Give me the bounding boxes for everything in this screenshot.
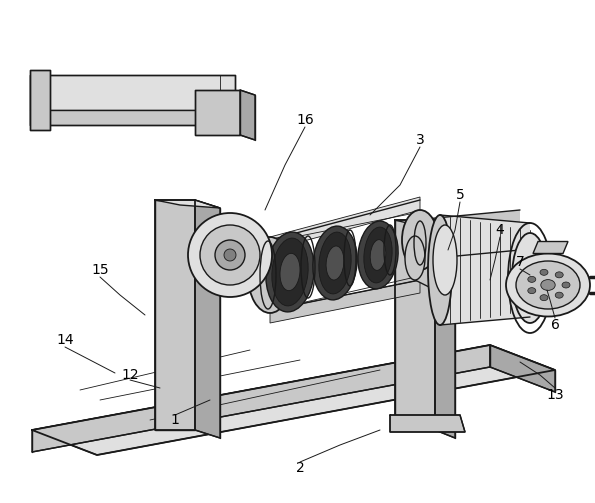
Ellipse shape bbox=[402, 210, 438, 270]
Ellipse shape bbox=[224, 249, 236, 261]
Ellipse shape bbox=[562, 282, 570, 288]
Ellipse shape bbox=[215, 240, 245, 270]
Ellipse shape bbox=[313, 226, 357, 300]
Text: 7: 7 bbox=[516, 255, 524, 269]
Ellipse shape bbox=[540, 295, 548, 301]
Ellipse shape bbox=[248, 237, 292, 313]
Ellipse shape bbox=[541, 280, 555, 290]
Ellipse shape bbox=[506, 254, 590, 316]
Ellipse shape bbox=[370, 239, 386, 270]
Ellipse shape bbox=[266, 232, 314, 312]
Text: 15: 15 bbox=[91, 263, 109, 277]
Ellipse shape bbox=[555, 292, 563, 298]
Polygon shape bbox=[240, 90, 255, 140]
Polygon shape bbox=[30, 110, 235, 125]
Polygon shape bbox=[195, 90, 240, 135]
Text: 4: 4 bbox=[496, 223, 505, 237]
Polygon shape bbox=[155, 200, 195, 430]
Text: 12: 12 bbox=[121, 368, 139, 382]
Polygon shape bbox=[30, 75, 235, 110]
Polygon shape bbox=[155, 200, 220, 208]
Polygon shape bbox=[390, 415, 465, 432]
Ellipse shape bbox=[528, 288, 536, 294]
Ellipse shape bbox=[512, 233, 548, 323]
Ellipse shape bbox=[516, 261, 580, 309]
Ellipse shape bbox=[358, 221, 398, 289]
Polygon shape bbox=[440, 215, 530, 325]
Text: 1: 1 bbox=[171, 413, 180, 427]
Text: 16: 16 bbox=[296, 113, 314, 127]
Polygon shape bbox=[270, 197, 420, 250]
Polygon shape bbox=[490, 345, 555, 392]
Text: 2: 2 bbox=[296, 461, 305, 475]
Text: 5: 5 bbox=[456, 188, 464, 202]
Text: 13: 13 bbox=[546, 388, 564, 402]
Polygon shape bbox=[395, 220, 455, 228]
Ellipse shape bbox=[433, 225, 457, 295]
Ellipse shape bbox=[188, 213, 272, 297]
Polygon shape bbox=[270, 280, 420, 323]
Ellipse shape bbox=[200, 225, 260, 285]
Polygon shape bbox=[32, 345, 555, 455]
Polygon shape bbox=[395, 220, 435, 430]
Text: 14: 14 bbox=[56, 333, 74, 347]
Ellipse shape bbox=[540, 269, 548, 275]
Ellipse shape bbox=[405, 236, 425, 280]
Text: 6: 6 bbox=[550, 318, 559, 332]
Ellipse shape bbox=[528, 276, 536, 282]
Polygon shape bbox=[32, 345, 490, 452]
Polygon shape bbox=[30, 70, 50, 130]
Polygon shape bbox=[435, 220, 455, 438]
Polygon shape bbox=[415, 210, 520, 260]
Polygon shape bbox=[195, 200, 220, 438]
Ellipse shape bbox=[428, 215, 452, 325]
Ellipse shape bbox=[364, 227, 392, 283]
Ellipse shape bbox=[326, 246, 344, 280]
Polygon shape bbox=[533, 241, 568, 254]
Ellipse shape bbox=[280, 254, 300, 291]
Ellipse shape bbox=[319, 232, 351, 294]
Polygon shape bbox=[415, 225, 445, 295]
Text: 3: 3 bbox=[416, 133, 424, 147]
Ellipse shape bbox=[555, 272, 563, 278]
Ellipse shape bbox=[272, 238, 308, 306]
